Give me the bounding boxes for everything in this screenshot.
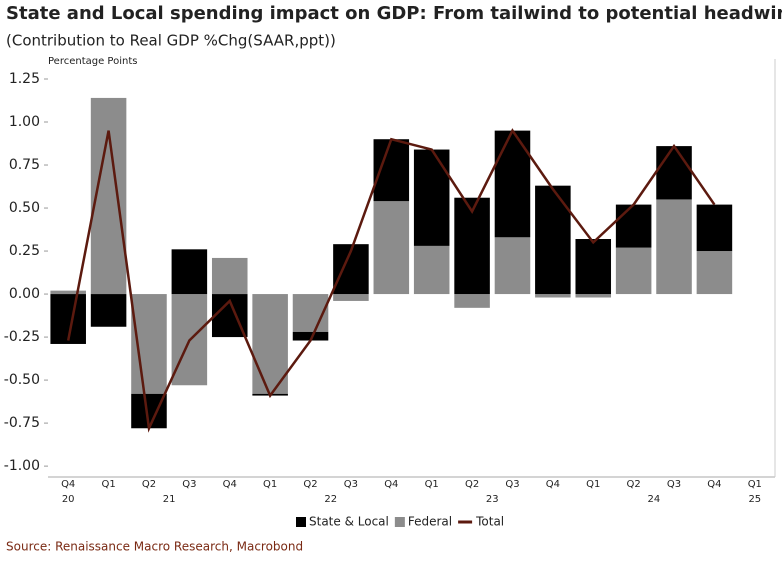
bar <box>252 294 288 394</box>
x-year-label: 21 <box>163 494 176 505</box>
x-year-label: 22 <box>324 494 337 505</box>
x-year-label: 23 <box>486 494 499 505</box>
y-tick-label: -0.25 <box>4 329 40 345</box>
x-tick-label: Q1 <box>101 479 115 490</box>
bar <box>575 239 612 295</box>
bar <box>696 204 733 252</box>
bar <box>615 247 652 295</box>
legend-swatch <box>296 517 306 527</box>
x-tick-label: Q3 <box>505 479 519 490</box>
x-tick-label: Q2 <box>627 479 641 490</box>
chart-title: State and Local spending impact on GDP: … <box>6 3 782 24</box>
bar <box>50 290 86 295</box>
bar <box>373 201 410 295</box>
y-tick-label: 1.00 <box>9 114 40 130</box>
bar <box>615 204 652 248</box>
x-year-label: 24 <box>647 494 660 505</box>
x-tick-label: Q4 <box>61 479 75 490</box>
bar <box>413 245 450 295</box>
bar <box>656 146 692 200</box>
bar <box>454 294 490 308</box>
line <box>66 128 716 433</box>
x-tick-label: Q3 <box>344 479 358 490</box>
bar <box>171 249 208 295</box>
bar <box>211 257 248 295</box>
bar <box>494 237 531 295</box>
x-tick-label: Q2 <box>303 479 317 490</box>
x-tick-label: Q1 <box>425 479 439 490</box>
legend-label: Total <box>475 515 504 529</box>
y-tick-label: 0.00 <box>9 286 40 302</box>
y-tick-label: -0.50 <box>4 372 40 388</box>
bar <box>535 294 571 298</box>
x-tick-label: Q3 <box>182 479 196 490</box>
source: Source: Renaissance Macro Research, Macr… <box>6 540 303 554</box>
bar <box>575 294 612 298</box>
legend-label: State & Local <box>309 515 389 529</box>
bar <box>696 251 733 295</box>
y-tick-label: 1.25 <box>9 71 40 87</box>
chart-subtitle: (Contribution to Real GDP %Chg(SAAR,ppt)… <box>6 32 336 50</box>
x-tick-label: Q1 <box>263 479 277 490</box>
bar <box>454 197 490 295</box>
x-tick-label: Q2 <box>465 479 479 490</box>
y-tick-label: -1.00 <box>4 458 40 474</box>
y-tick-label: 0.50 <box>9 200 40 216</box>
bar <box>535 185 571 295</box>
y-tick-label: -0.75 <box>4 415 40 431</box>
x-tick-label: Q1 <box>586 479 600 490</box>
bar <box>656 199 692 295</box>
y-tick-label: 0.25 <box>9 243 40 259</box>
bar <box>90 294 127 327</box>
legend-swatch <box>394 517 405 527</box>
x-tick-label: Q4 <box>384 479 398 490</box>
x-tick-label: Q4 <box>707 479 721 490</box>
x-tick-label: Q3 <box>667 479 681 490</box>
y-tick-label: 0.75 <box>9 157 40 173</box>
x-year-label: 20 <box>62 494 75 505</box>
bar <box>292 331 329 341</box>
y-axis-label: Percentage Points <box>48 56 137 67</box>
bar <box>333 294 369 301</box>
legend-label: Federal <box>408 515 452 529</box>
x-tick-label: Q2 <box>142 479 156 490</box>
x-year-label: 25 <box>748 494 761 505</box>
x-tick-label: Q4 <box>223 479 237 490</box>
x-tick-label: Q4 <box>546 479 560 490</box>
bar <box>413 149 450 246</box>
x-tick-label: Q1 <box>748 479 762 490</box>
